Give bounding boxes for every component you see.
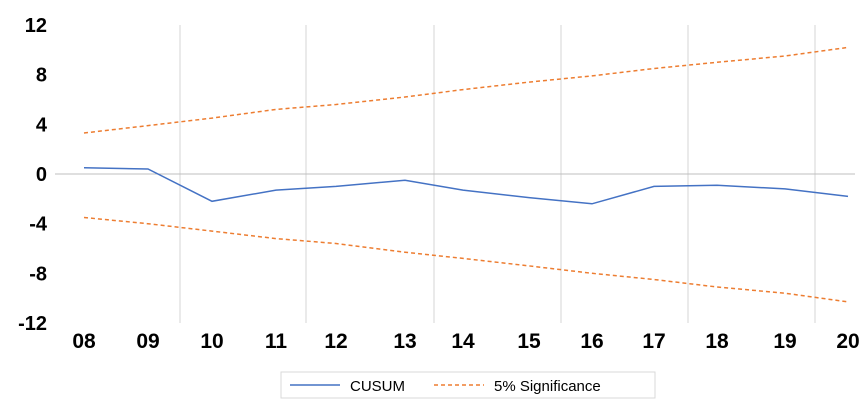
y-tick-label: 0: [36, 164, 47, 186]
x-tick-label: 19: [773, 330, 796, 353]
y-tick-label: 8: [36, 65, 47, 87]
legend: CUSUM 5% Significance: [280, 371, 656, 399]
x-tick-label: 09: [136, 330, 159, 353]
x-tick-label: 08: [72, 330, 96, 353]
y-tick-label: -8: [29, 263, 47, 285]
x-tick-label: 14: [451, 330, 475, 353]
x-tick-label: 16: [580, 330, 603, 353]
x-tick-label: 18: [705, 330, 729, 353]
series-line-cusum: [83, 167, 849, 205]
legend-label-significance: 5% Significance: [494, 378, 601, 395]
series-layer: [83, 46, 849, 303]
x-tick-label: 15: [517, 330, 541, 353]
x-tick-label: 20: [836, 330, 859, 353]
y-tick-label: -4: [29, 214, 48, 236]
x-tick-label: 17: [642, 330, 665, 353]
x-tick-label: 13: [393, 330, 416, 353]
x-tick-label: 10: [200, 330, 223, 353]
legend-label-cusum: CUSUM: [350, 378, 405, 395]
x-axis-ticks: 08 09 10 11 12 13 14 15 16 17 18 19 20: [72, 330, 859, 353]
series-line-significance-upper: [83, 46, 849, 134]
x-tick-label: 12: [324, 330, 347, 353]
y-tick-label: 12: [25, 15, 47, 37]
y-axis-ticks: 12 8 4 0 -4 -8 -12: [18, 15, 48, 335]
y-tick-label: -12: [18, 313, 47, 335]
x-tick-label: 11: [265, 330, 288, 353]
y-tick-label: 4: [36, 114, 48, 136]
legend-box: [280, 371, 656, 399]
series-line-significance-lower: [83, 216, 849, 303]
